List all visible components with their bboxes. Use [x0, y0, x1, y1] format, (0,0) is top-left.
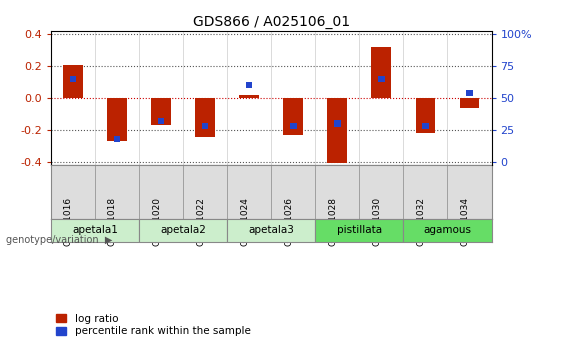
Bar — [459, 98, 480, 108]
Text: apetala3: apetala3 — [248, 225, 294, 235]
Bar — [151, 98, 171, 125]
Bar — [107, 98, 127, 141]
Bar — [158, 118, 164, 124]
Text: agamous: agamous — [424, 225, 471, 235]
Bar — [466, 90, 473, 96]
Bar — [51, 218, 139, 241]
Text: apetala1: apetala1 — [72, 225, 118, 235]
Bar — [403, 218, 492, 241]
Bar — [371, 47, 392, 98]
Bar — [327, 98, 347, 164]
Bar — [422, 123, 429, 129]
Bar — [139, 218, 227, 241]
Text: pistillata: pistillata — [337, 225, 382, 235]
Bar — [63, 65, 83, 98]
Bar — [202, 123, 208, 129]
Title: GDS866 / A025106_01: GDS866 / A025106_01 — [193, 14, 350, 29]
Bar — [415, 98, 436, 133]
Bar — [290, 123, 297, 129]
Text: genotype/variation  ▶: genotype/variation ▶ — [6, 235, 112, 245]
Bar — [283, 98, 303, 136]
Legend: log ratio, percentile rank within the sample: log ratio, percentile rank within the sa… — [56, 314, 251, 336]
Bar — [195, 98, 215, 137]
Bar — [114, 136, 120, 142]
Bar — [246, 82, 253, 88]
Bar — [239, 95, 259, 98]
Bar — [334, 120, 341, 127]
Bar — [69, 76, 76, 82]
Bar — [315, 218, 403, 241]
Bar — [378, 76, 385, 82]
Text: apetala2: apetala2 — [160, 225, 206, 235]
Bar — [227, 218, 315, 241]
